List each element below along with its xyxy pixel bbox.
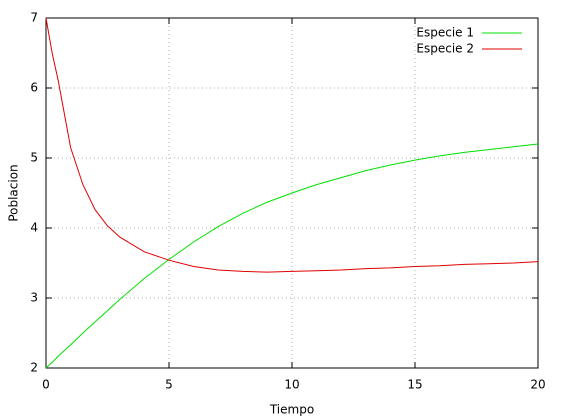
- series-line: [45, 143, 539, 369]
- x-tick-label: 15: [407, 378, 422, 392]
- y-tick-label: 7: [30, 11, 38, 25]
- y-axis-label: Poblacion: [7, 164, 21, 221]
- x-axis-label: Tiempo: [269, 403, 314, 417]
- series-line: [45, 17, 539, 273]
- y-tick-label: 3: [30, 291, 38, 305]
- y-tick-label: 6: [30, 81, 38, 95]
- y-tick-label: 2: [30, 361, 38, 375]
- legend-label: Especie 1: [416, 26, 474, 40]
- x-tick-label: 0: [42, 378, 50, 392]
- y-tick-label: 4: [30, 221, 38, 235]
- plot-frame: [45, 17, 539, 369]
- y-tick-label: 5: [30, 151, 38, 165]
- x-tick-label: 10: [284, 378, 299, 392]
- x-tick-label: 5: [165, 378, 173, 392]
- x-tick-label: 20: [530, 378, 545, 392]
- legend-label: Especie 2: [416, 42, 474, 56]
